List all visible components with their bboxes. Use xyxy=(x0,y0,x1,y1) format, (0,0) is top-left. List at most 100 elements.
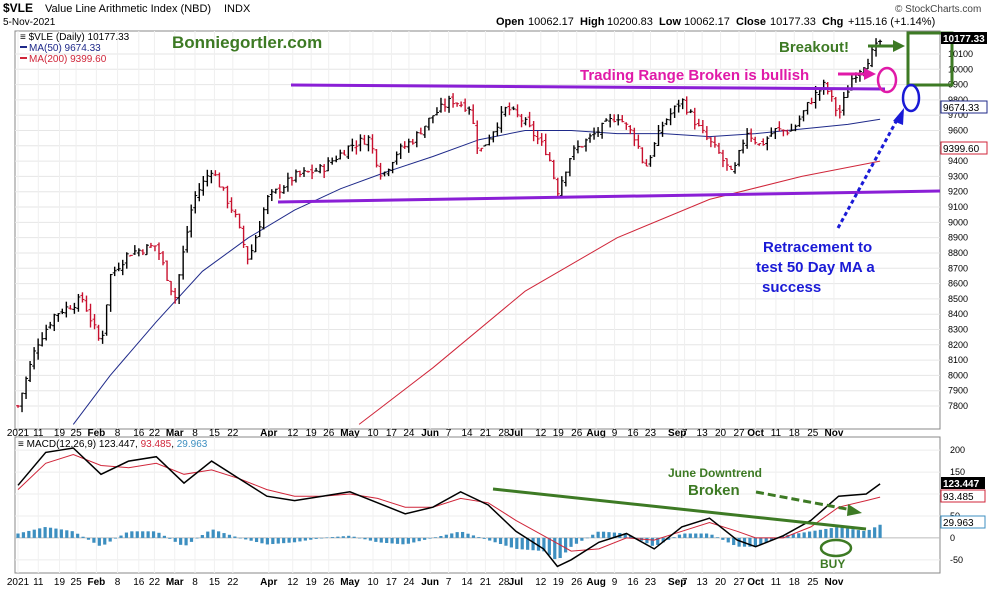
macd-hist-bar xyxy=(770,537,774,541)
date-tick-label: 19 xyxy=(54,577,66,588)
ma50-legend-swatch xyxy=(20,46,27,48)
macd-hist-bar xyxy=(211,529,215,538)
macd-hist-bar xyxy=(704,533,709,538)
macd-hist-bar xyxy=(124,532,129,538)
retracement-annotation-line3: success xyxy=(762,279,821,296)
macd-hist-bar xyxy=(233,536,237,538)
macd-hist-bar xyxy=(607,532,611,538)
date-tick-label: 14 xyxy=(461,577,473,588)
resistance-line xyxy=(290,83,886,91)
low-value: 10062.17 xyxy=(684,16,730,28)
date-tick-label: 12 xyxy=(287,577,299,588)
date-tick-label: Aug xyxy=(586,577,605,588)
low-label: Low xyxy=(659,16,681,28)
macd-hist-bar xyxy=(146,531,150,538)
price-date-axis: 2021 11 19 25 Feb 8 16 22 Mar 8 15 22 Apr 12 19 26 May 10… xyxy=(7,428,844,439)
date-tick-label: 19 xyxy=(553,577,565,588)
date-tick-label: 19 xyxy=(306,577,318,588)
macd-hist-bar xyxy=(477,537,481,538)
macd-hist-bar xyxy=(287,537,291,543)
macd-hist-bar xyxy=(341,536,345,538)
date-tick-label: 10 xyxy=(367,577,379,588)
date-tick-label: Jun xyxy=(421,577,439,588)
macd-hist-bar xyxy=(466,533,470,538)
june-downtrend-annotation-line2: Broken xyxy=(688,482,740,499)
macd-hist-bar xyxy=(818,529,823,538)
price-tick-label: 9600 xyxy=(948,126,968,136)
close-tag-box xyxy=(941,32,987,44)
macd-tick-label: -50 xyxy=(950,555,963,565)
macd-hist-bar xyxy=(569,537,573,547)
date-tick-label: 24 xyxy=(403,428,415,439)
price-tick-label: 9400 xyxy=(948,156,968,166)
macd-hist-bar xyxy=(16,533,20,538)
macd-hist-bar xyxy=(498,537,503,545)
macd-hist-bar xyxy=(81,536,85,538)
macd-hist-bar xyxy=(108,537,112,542)
close-value: 10177.33 xyxy=(770,16,816,28)
date-tick-label: 25 xyxy=(807,428,819,439)
close-tag: 10177.33 xyxy=(943,34,985,45)
macd-hist-bar xyxy=(471,535,476,538)
macd-hist-bar xyxy=(493,537,497,543)
date-tick-label: 12 xyxy=(535,428,547,439)
date-tick-label: 7 xyxy=(446,428,452,439)
date-tick-label: 7 xyxy=(682,428,688,439)
macd-hist-bar xyxy=(856,530,860,538)
date-tick-label: 19 xyxy=(306,428,318,439)
macd-hist-bar xyxy=(710,534,714,538)
macd-hist-bar xyxy=(520,537,524,550)
macd-hist-bar xyxy=(151,531,156,538)
date-tick-label: 16 xyxy=(627,428,639,439)
macd-panel xyxy=(14,436,941,574)
macd-hist-bar xyxy=(21,532,26,538)
date-tick-label: 17 xyxy=(386,577,398,588)
date-tick-label: Nov xyxy=(825,428,844,439)
macd-hist-bar xyxy=(612,532,617,538)
macd-line xyxy=(17,447,881,568)
macd-hist-bar xyxy=(650,537,654,546)
macd-hist-bar xyxy=(726,537,730,543)
macd-hist-bar xyxy=(217,531,221,538)
date-tick-label: Aug xyxy=(586,428,605,439)
macd-hist-bar xyxy=(309,537,313,540)
macd-hist-bar xyxy=(357,537,362,539)
macd-hist-bar xyxy=(59,529,63,538)
macd-hist-bar xyxy=(488,537,492,541)
date-tick-label: 21 xyxy=(480,428,492,439)
date-tick-label: 2021 xyxy=(7,577,30,588)
price-legend: ≡ $VLE (Daily) 10177.33 xyxy=(20,32,130,43)
ma50-line xyxy=(72,118,881,425)
chg-label: Chg xyxy=(822,16,843,28)
macd-hist-bar xyxy=(645,537,649,544)
macd-hist-bar xyxy=(802,532,806,538)
date-tick-label: 11 xyxy=(33,577,44,588)
retracement-circle xyxy=(901,83,921,113)
macd-gridlines xyxy=(15,437,940,573)
price-tick-label: 8000 xyxy=(948,370,968,380)
breakout-box xyxy=(906,31,954,87)
macd-hist-bar xyxy=(292,537,297,543)
macd-hist-bar xyxy=(764,537,768,543)
macd-hist-bar xyxy=(591,534,595,538)
macd-hist-bar xyxy=(412,537,416,543)
macd-hist-bar xyxy=(531,537,535,551)
macd-histogram xyxy=(16,524,882,560)
macd-hist-bar xyxy=(417,537,421,542)
index-name: Value Line Arithmetic Index (NBD) xyxy=(45,3,211,15)
date-tick-label: 20 xyxy=(715,428,727,439)
range-broken-annotation: Trading Range Broken is bullish xyxy=(580,67,809,84)
macd-hist-bar xyxy=(314,537,318,539)
macd-hist-bar xyxy=(574,537,579,544)
macd-hist-bar xyxy=(526,537,530,550)
price-panel xyxy=(14,30,941,430)
date-tick-label: 22 xyxy=(149,428,161,439)
chg-value: +115.16 (+1.14%) xyxy=(848,16,935,28)
macd-hist-bar xyxy=(103,537,107,545)
date-tick-label: 15 xyxy=(209,428,221,439)
price-tick-label: 9000 xyxy=(948,217,968,227)
macd-hist-bar xyxy=(433,537,438,538)
date-tick-label: Feb xyxy=(87,428,105,439)
price-tick-label: 9900 xyxy=(948,80,968,90)
price-tick-label: 8500 xyxy=(948,294,968,304)
